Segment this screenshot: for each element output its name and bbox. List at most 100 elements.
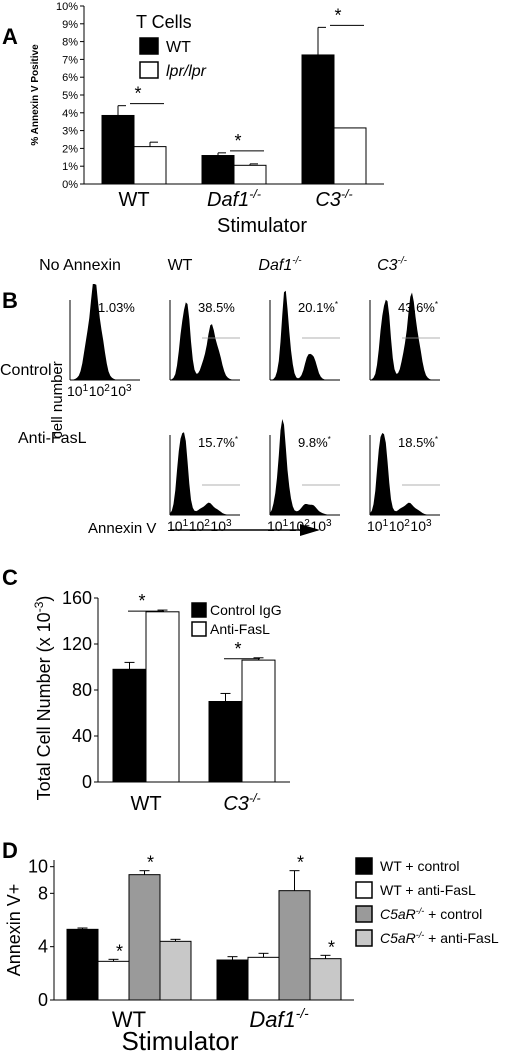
y-tick-label: 9%	[62, 19, 78, 31]
y-tick-label: 2%	[62, 143, 78, 155]
bar	[66, 928, 99, 1001]
panel-b-histograms: No Annexin WT Daf1-/- C3-/- Control Anti-FasL…	[0, 256, 440, 537]
column-label: C3-/-	[377, 256, 408, 274]
legend-label: Anti-FasL	[210, 621, 270, 637]
legend-label: lpr/lpr	[166, 63, 207, 80]
row-label-control: Control	[0, 362, 52, 379]
y-tick-label: 1%	[62, 161, 78, 173]
y-tick-label: 5%	[62, 90, 78, 102]
category-label: WT	[112, 1007, 146, 1032]
y-tick-label: 40	[72, 726, 92, 746]
legend-label: C5aR-/- + control	[380, 906, 482, 922]
y-tick-label: 8	[38, 883, 48, 903]
y-axis-label: cell number	[49, 361, 66, 439]
legend-swatch	[355, 905, 373, 923]
significance-star: *	[116, 941, 123, 961]
panel-letter-a: A	[2, 24, 18, 49]
bar	[101, 114, 135, 185]
bar	[278, 890, 311, 1001]
histogram	[70, 284, 140, 380]
column-label: Daf1-/-	[258, 256, 302, 274]
y-tick-label: 80	[72, 680, 92, 700]
bar	[333, 127, 367, 185]
legend-label: WT	[166, 39, 191, 56]
y-tick-label: 0%	[62, 179, 78, 191]
x-tick-labels: 101 102 103	[267, 518, 332, 534]
y-tick-label: 3%	[62, 126, 78, 138]
y-tick-label: 0	[82, 772, 92, 792]
arrow-head	[300, 524, 320, 536]
percent-label: 15.7%*	[198, 435, 238, 450]
legend-swatch	[191, 621, 207, 637]
legend-swatch	[191, 602, 207, 618]
significance-star: *	[134, 84, 141, 104]
significance-star: *	[328, 937, 335, 957]
bar	[112, 668, 147, 783]
y-tick-label: 8%	[62, 37, 78, 49]
legend-swatch	[139, 61, 159, 79]
percent-label: 18.5%*	[398, 435, 438, 450]
percent-label: 43.6%*	[398, 300, 438, 315]
panel-a-chart: 0% 1% 2% 3% 4% 5% 6% 7% 8% 9% 10% % Annexin V Posit…	[30, 1, 384, 237]
x-tick-labels: 101 102 103	[67, 383, 132, 399]
x-axis-label: Annexin V	[88, 520, 156, 537]
y-tick-label: 6%	[62, 72, 78, 84]
column-label: No Annexin	[39, 257, 121, 274]
legend-label: Control IgG	[210, 602, 282, 618]
legend-swatch	[355, 929, 373, 947]
y-axis-label: Annexin V+	[4, 884, 24, 977]
bar	[216, 959, 249, 1001]
legend-label: WT + anti-FasL	[380, 882, 476, 898]
bar	[241, 659, 276, 783]
y-tick-label: 0	[38, 990, 48, 1010]
legend-title: T Cells	[136, 12, 192, 32]
category-label: C3-/-	[315, 187, 352, 211]
column-label: WT	[168, 257, 193, 274]
category-label: Daf1-/-	[249, 1006, 309, 1032]
legend-swatch	[355, 857, 373, 875]
bar	[201, 155, 235, 185]
legend-label: WT + control	[380, 858, 460, 874]
panel-letter-b: B	[2, 288, 18, 313]
bar	[233, 164, 267, 185]
panel-c-chart: 0 40 80 120 160 Total Cell Number (x 10-3) * WT…	[32, 588, 290, 815]
bar	[128, 874, 161, 1001]
y-tick-label: 10%	[56, 1, 78, 13]
panel-letter-c: C	[2, 565, 18, 590]
percent-label: 38.5%	[198, 300, 235, 315]
y-axis-label: Total Cell Number (x 10-3)	[32, 596, 54, 801]
y-tick-label: 10	[28, 857, 48, 877]
y-tick-label: 160	[62, 588, 92, 608]
significance-star: *	[138, 591, 145, 611]
legend-label: C5aR-/- + anti-FasL	[380, 930, 499, 946]
category-label: Daf1-/-	[207, 187, 261, 211]
x-axis-label: Stimulator	[121, 1026, 238, 1052]
percent-label: 9.8%*	[298, 435, 331, 450]
x-tick-labels: 101 102 103	[367, 518, 432, 534]
x-tick-labels: 101 102 103	[167, 518, 232, 534]
bar	[309, 958, 342, 1001]
y-tick-label: 4	[38, 937, 48, 957]
bar	[247, 956, 280, 1001]
x-axis-label: Stimulator	[217, 215, 307, 237]
bar	[133, 146, 167, 185]
histogram	[270, 419, 340, 515]
category-label: WT	[118, 189, 149, 211]
significance-star: *	[297, 853, 304, 873]
row-label-anti-fasl: Anti-FasL	[18, 430, 87, 447]
histogram	[170, 302, 240, 380]
legend-swatch	[355, 881, 373, 899]
bar	[145, 611, 180, 783]
significance-star: *	[234, 639, 241, 659]
category-label: C3-/-	[223, 791, 260, 815]
bar	[97, 960, 130, 1001]
panel-letter-d: D	[2, 838, 18, 863]
legend-swatch	[139, 37, 159, 55]
y-axis-label: % Annexin V Positive	[30, 44, 41, 146]
significance-star: *	[334, 5, 341, 25]
histogram	[370, 433, 440, 515]
bar	[208, 701, 243, 783]
histogram	[170, 432, 240, 515]
